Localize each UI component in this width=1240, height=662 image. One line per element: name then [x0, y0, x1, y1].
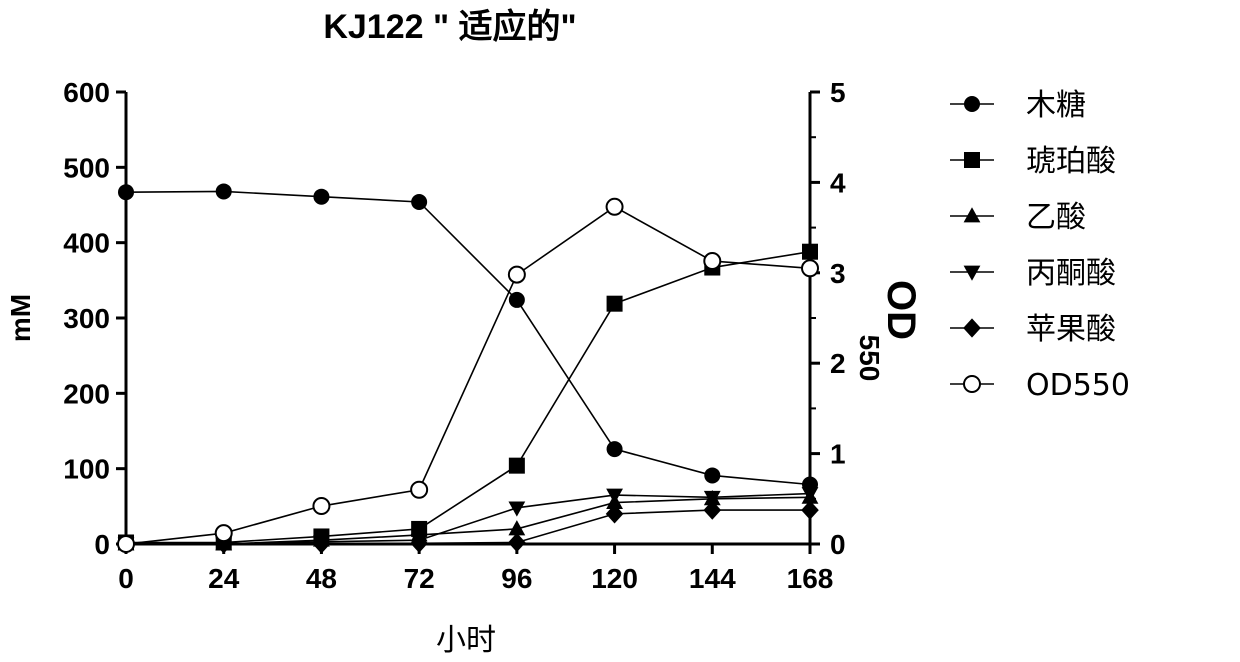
y-left-tick-label: 300: [63, 303, 110, 334]
legend-marker: [964, 207, 981, 222]
chart-title: KJ122 " 适应的": [323, 8, 576, 46]
data-point-series-4: [508, 533, 526, 552]
y-right-label-main: OD: [879, 280, 923, 340]
y-left-tick-label: 200: [63, 378, 110, 409]
ticks: 0244872961201441680100200300400500600012…: [63, 77, 846, 594]
data-point-series-0: [509, 292, 525, 308]
x-tick-label: 120: [591, 563, 638, 594]
y-right-tick-label: 0: [830, 529, 846, 560]
legend-marker: [963, 318, 981, 337]
data-point-series-5: [118, 536, 134, 552]
y-left-tick-label: 100: [63, 454, 110, 485]
y-right-label: OD 550: [854, 280, 923, 381]
legend-label: 苹果酸: [1026, 312, 1116, 347]
y-right-tick-label: 5: [830, 77, 846, 108]
y-left-label: mM: [5, 294, 36, 342]
y-right-tick-label: 2: [830, 348, 846, 379]
data-point-series-5: [411, 482, 427, 498]
data-point-series-1: [802, 244, 818, 260]
y-left-tick-label: 600: [63, 77, 110, 108]
legend-label: 丙酮酸: [1026, 256, 1116, 291]
legend-label: 木糖: [1026, 88, 1086, 123]
legend: 木糖琥珀酸乙酸丙酮酸苹果酸 OD550: [950, 88, 1130, 403]
x-tick-label: 96: [501, 563, 532, 594]
y-right-tick-label: 3: [830, 258, 846, 289]
legend-marker: [964, 96, 980, 112]
x-tick-label: 24: [208, 563, 240, 594]
data-point-series-0: [313, 189, 329, 205]
legend-marker: [964, 152, 980, 168]
x-tick-label: 144: [689, 563, 736, 594]
legend-marker: [964, 376, 980, 392]
data-point-series-1: [509, 458, 525, 474]
legend-marker: [964, 266, 981, 281]
data-point-series-1: [607, 296, 623, 312]
data-point-series-0: [118, 184, 134, 200]
y-left-tick-label: 500: [63, 152, 110, 183]
data-point-series-5: [607, 199, 623, 215]
data-point-series-0: [704, 467, 720, 483]
x-tick-label: 168: [787, 563, 834, 594]
legend-label: 琥珀酸: [1026, 144, 1116, 179]
data-point-series-5: [313, 498, 329, 514]
x-tick-label: 0: [118, 563, 134, 594]
x-tick-label: 72: [404, 563, 435, 594]
series-line-0: [126, 191, 810, 484]
x-axis-label: 小时: [436, 623, 496, 658]
legend-label: OD550: [1026, 368, 1130, 403]
data-point-series-5: [704, 253, 720, 269]
y-right-tick-label: 1: [830, 439, 846, 470]
data-point-series-0: [607, 441, 623, 457]
data-point-series-5: [509, 267, 525, 283]
data-point-series-5: [216, 525, 232, 541]
legend-label: 乙酸: [1026, 200, 1086, 235]
y-right-tick-label: 4: [830, 167, 846, 198]
x-tick-label: 48: [306, 563, 337, 594]
data-point-series-0: [411, 194, 427, 210]
y-left-tick-label: 400: [63, 228, 110, 259]
data-point-series-5: [802, 260, 818, 276]
y-right-label-sub: 550: [854, 335, 885, 382]
data-point-series-0: [216, 183, 232, 199]
y-left-tick-label: 0: [94, 529, 110, 560]
plot-area: 0244872961201441680100200300400500600012…: [63, 77, 846, 594]
